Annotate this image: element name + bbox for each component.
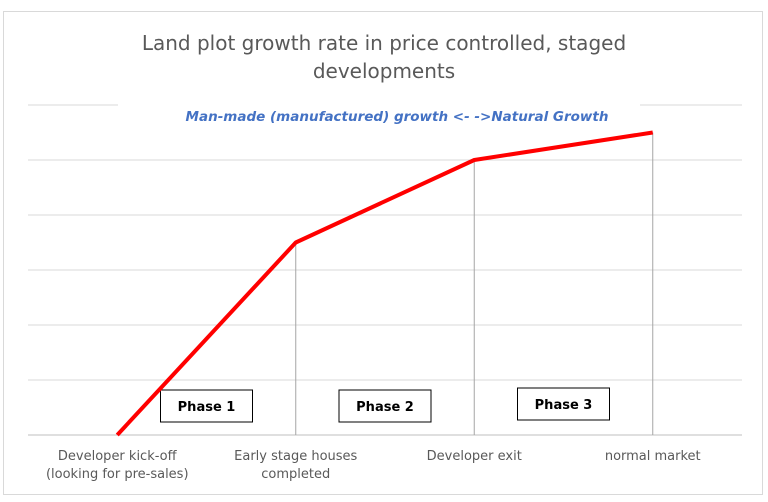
x-tick-label: Developer kick-off (looking for pre-sales… (46, 449, 189, 482)
phase-box-2: Phase 2 (338, 389, 432, 423)
gridlines (28, 104, 742, 436)
phase-box-border (338, 389, 432, 423)
phase-boxes: Phase 1 Phase 2 Phase 3 (160, 387, 610, 423)
chart-annotation: Man-made (manufactured) growth <- ->Natu… (186, 109, 609, 125)
x-tick-label: normal market (605, 449, 701, 464)
x-tick-label: Developer exit (427, 449, 522, 464)
chart-title-line-1: Land plot growth rate in price controlle… (142, 31, 626, 55)
series-line (115, 130, 654, 437)
drop-lines (295, 132, 654, 435)
phase-box-border (160, 389, 253, 423)
annotation-background (118, 100, 640, 130)
x-tick-label: Early stage houses completed (234, 449, 357, 482)
x-axis-tick-labels: Developer kick-off (looking for pre-sales… (46, 449, 701, 482)
series (115, 130, 654, 437)
phase-box-3: Phase 3 (517, 387, 610, 421)
phase-label: Phase 3 (535, 398, 593, 413)
phase-label: Phase 1 (178, 400, 236, 415)
chart-title-line-2: developments (313, 59, 455, 83)
phase-box-border (517, 387, 610, 421)
phase-label: Phase 2 (356, 400, 414, 415)
phase-box-1: Phase 1 (160, 389, 253, 423)
